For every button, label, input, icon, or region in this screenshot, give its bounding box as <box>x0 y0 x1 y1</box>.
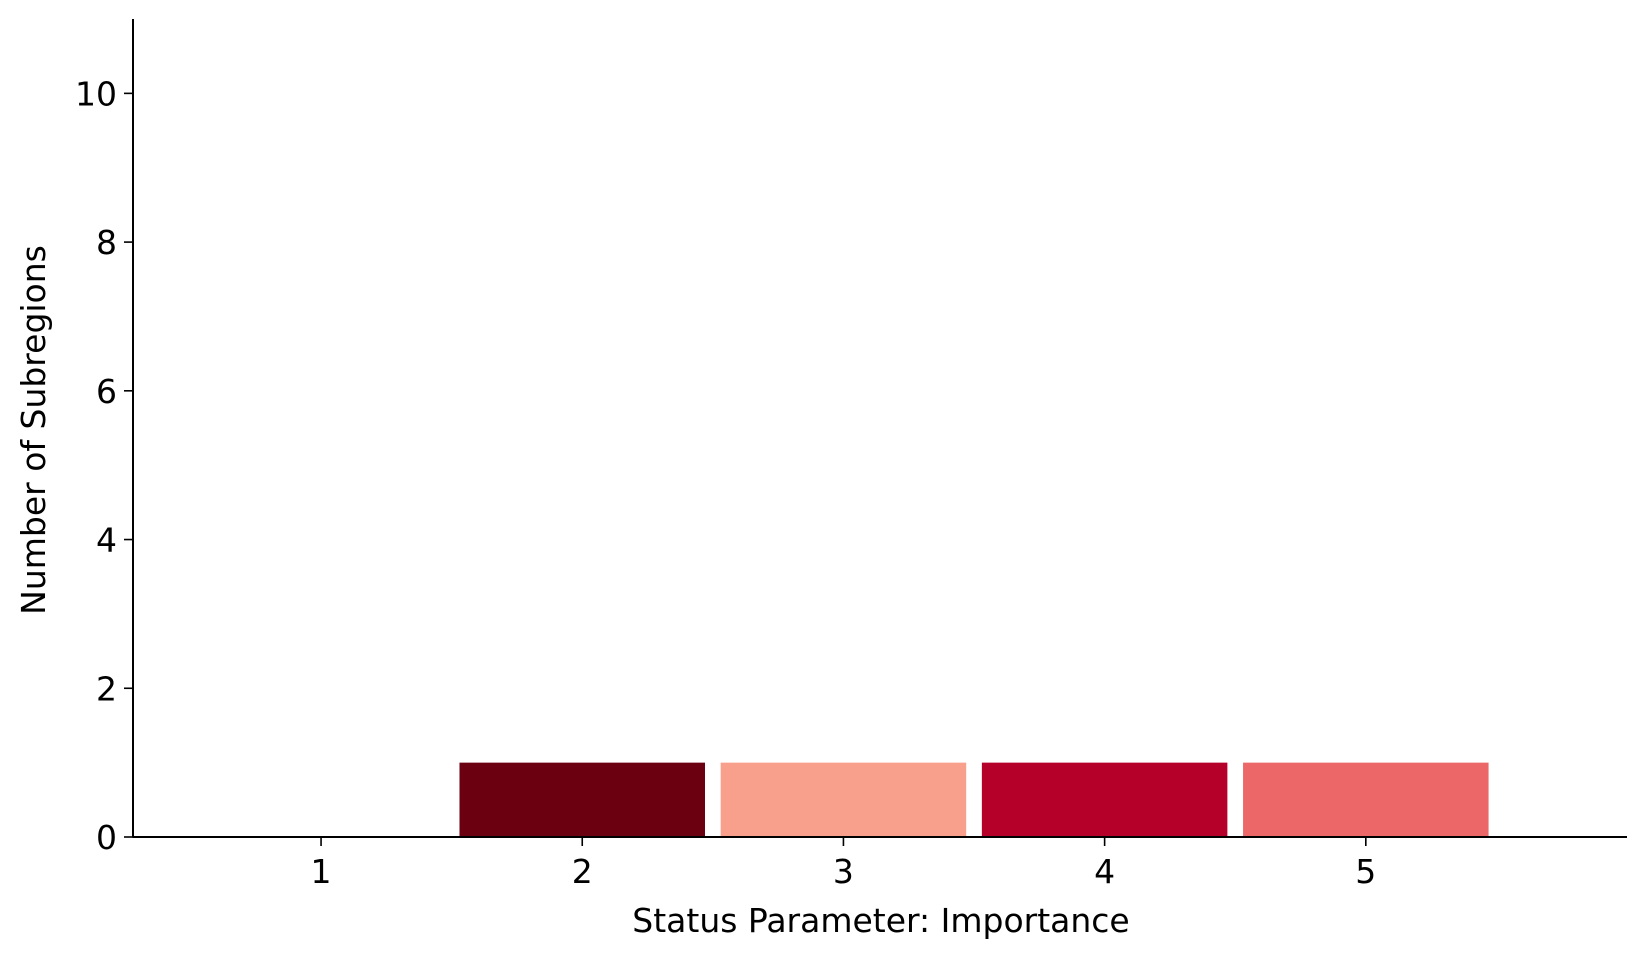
x-tick-label-4: 4 <box>1094 852 1115 891</box>
y-tick-label-2: 2 <box>96 669 117 708</box>
x-tick-label-2: 2 <box>572 852 593 891</box>
y-tick-label-10: 10 <box>75 74 117 113</box>
bars-layer <box>459 762 1489 837</box>
axes-layer <box>132 19 1627 838</box>
bar-2 <box>459 762 706 837</box>
y-axis-label: Number of Subregions <box>14 245 53 615</box>
bar-4 <box>981 762 1228 837</box>
bar-5 <box>1243 762 1489 837</box>
x-tick-label-5: 5 <box>1355 852 1376 891</box>
bar-3 <box>720 762 967 837</box>
y-tick-label-0: 0 <box>96 818 117 857</box>
x-axis-label: Status Parameter: Importance <box>632 901 1129 940</box>
x-tick-label-3: 3 <box>833 852 854 891</box>
y-tick-label-6: 6 <box>96 372 117 411</box>
y-tick-label-8: 8 <box>96 223 117 262</box>
y-tick-label-4: 4 <box>96 521 117 560</box>
ticks-layer: 1 2 3 4 5 0 2 4 6 8 10 <box>75 74 1376 891</box>
x-tick-label-1: 1 <box>311 852 332 891</box>
